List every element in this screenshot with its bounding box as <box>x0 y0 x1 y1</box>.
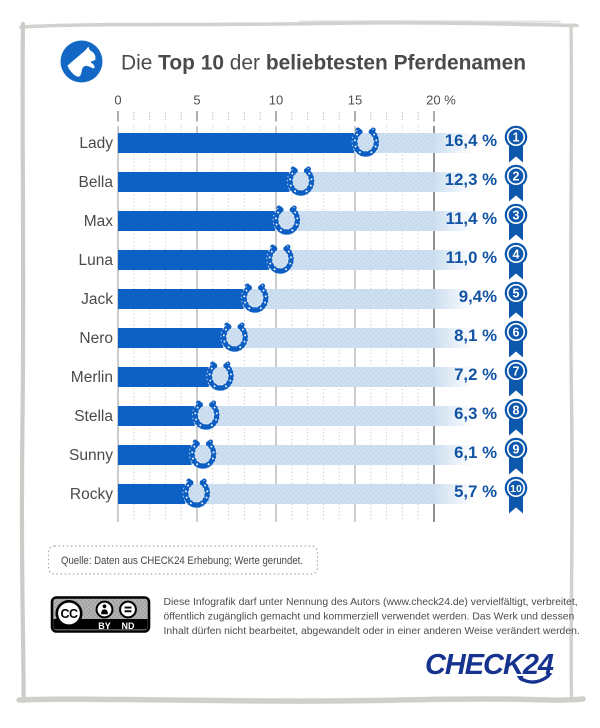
svg-text:16,4 %: 16,4 % <box>445 131 497 150</box>
svg-text:5,7 %: 5,7 % <box>454 482 497 501</box>
svg-text:Max: Max <box>84 213 114 230</box>
svg-text:öffentlich zugänglich gemacht: öffentlich zugänglich gemacht und kommer… <box>164 612 575 623</box>
svg-text:Diese Infografik darf unter Ne: Diese Infografik darf unter Nennung des … <box>164 597 578 608</box>
svg-text:BY: BY <box>98 621 111 631</box>
svg-text:1: 1 <box>513 131 520 145</box>
svg-text:3: 3 <box>513 209 520 223</box>
svg-text:2: 2 <box>513 170 520 184</box>
svg-text:CC: CC <box>60 607 78 621</box>
svg-text:6: 6 <box>513 326 520 340</box>
svg-text:11,0 %: 11,0 % <box>446 248 497 267</box>
svg-text:10: 10 <box>269 93 283 108</box>
svg-text:7,2 %: 7,2 % <box>454 365 497 384</box>
svg-text:0: 0 <box>114 93 121 108</box>
svg-text:9: 9 <box>513 443 520 457</box>
svg-text:Merlin: Merlin <box>71 369 113 386</box>
svg-text:Jack: Jack <box>81 291 113 308</box>
svg-text:20 %: 20 % <box>426 93 456 108</box>
svg-text:9,4%: 9,4% <box>459 287 497 306</box>
svg-text:7: 7 <box>513 365 520 379</box>
svg-text:8: 8 <box>513 404 520 418</box>
svg-text:Stella: Stella <box>74 408 113 425</box>
svg-text:15: 15 <box>348 93 362 108</box>
svg-text:4: 4 <box>513 248 520 262</box>
svg-text:CHECK24: CHECK24 <box>425 649 554 681</box>
svg-text:Nero: Nero <box>79 330 113 347</box>
svg-text:Quelle: Daten aus CHECK24 Erhe: Quelle: Daten aus CHECK24 Erhebung; Wert… <box>61 555 303 567</box>
svg-text:Rocky: Rocky <box>70 486 113 503</box>
svg-text:12,3 %: 12,3 % <box>445 170 497 189</box>
svg-text:Sunny: Sunny <box>69 447 113 464</box>
svg-text:Luna: Luna <box>79 252 114 269</box>
svg-text:6,1 %: 6,1 % <box>454 443 497 462</box>
svg-text:ND: ND <box>122 621 135 631</box>
svg-text:Inhalt dürfen nicht bearbeitet: Inhalt dürfen nicht bearbeitet, abgewand… <box>164 626 580 637</box>
svg-text:Lady: Lady <box>79 135 113 152</box>
svg-text:5: 5 <box>193 93 200 108</box>
svg-text:10: 10 <box>510 483 522 495</box>
svg-text:6,3 %: 6,3 % <box>454 404 497 423</box>
svg-text:8,1 %: 8,1 % <box>454 326 497 345</box>
svg-text:Bella: Bella <box>79 174 114 191</box>
svg-text:5: 5 <box>513 287 520 301</box>
svg-text:Die Top 10 der beliebtesten Pf: Die Top 10 der beliebtesten Pferdenamen <box>121 50 526 75</box>
svg-text:11,4 %: 11,4 % <box>446 209 497 228</box>
